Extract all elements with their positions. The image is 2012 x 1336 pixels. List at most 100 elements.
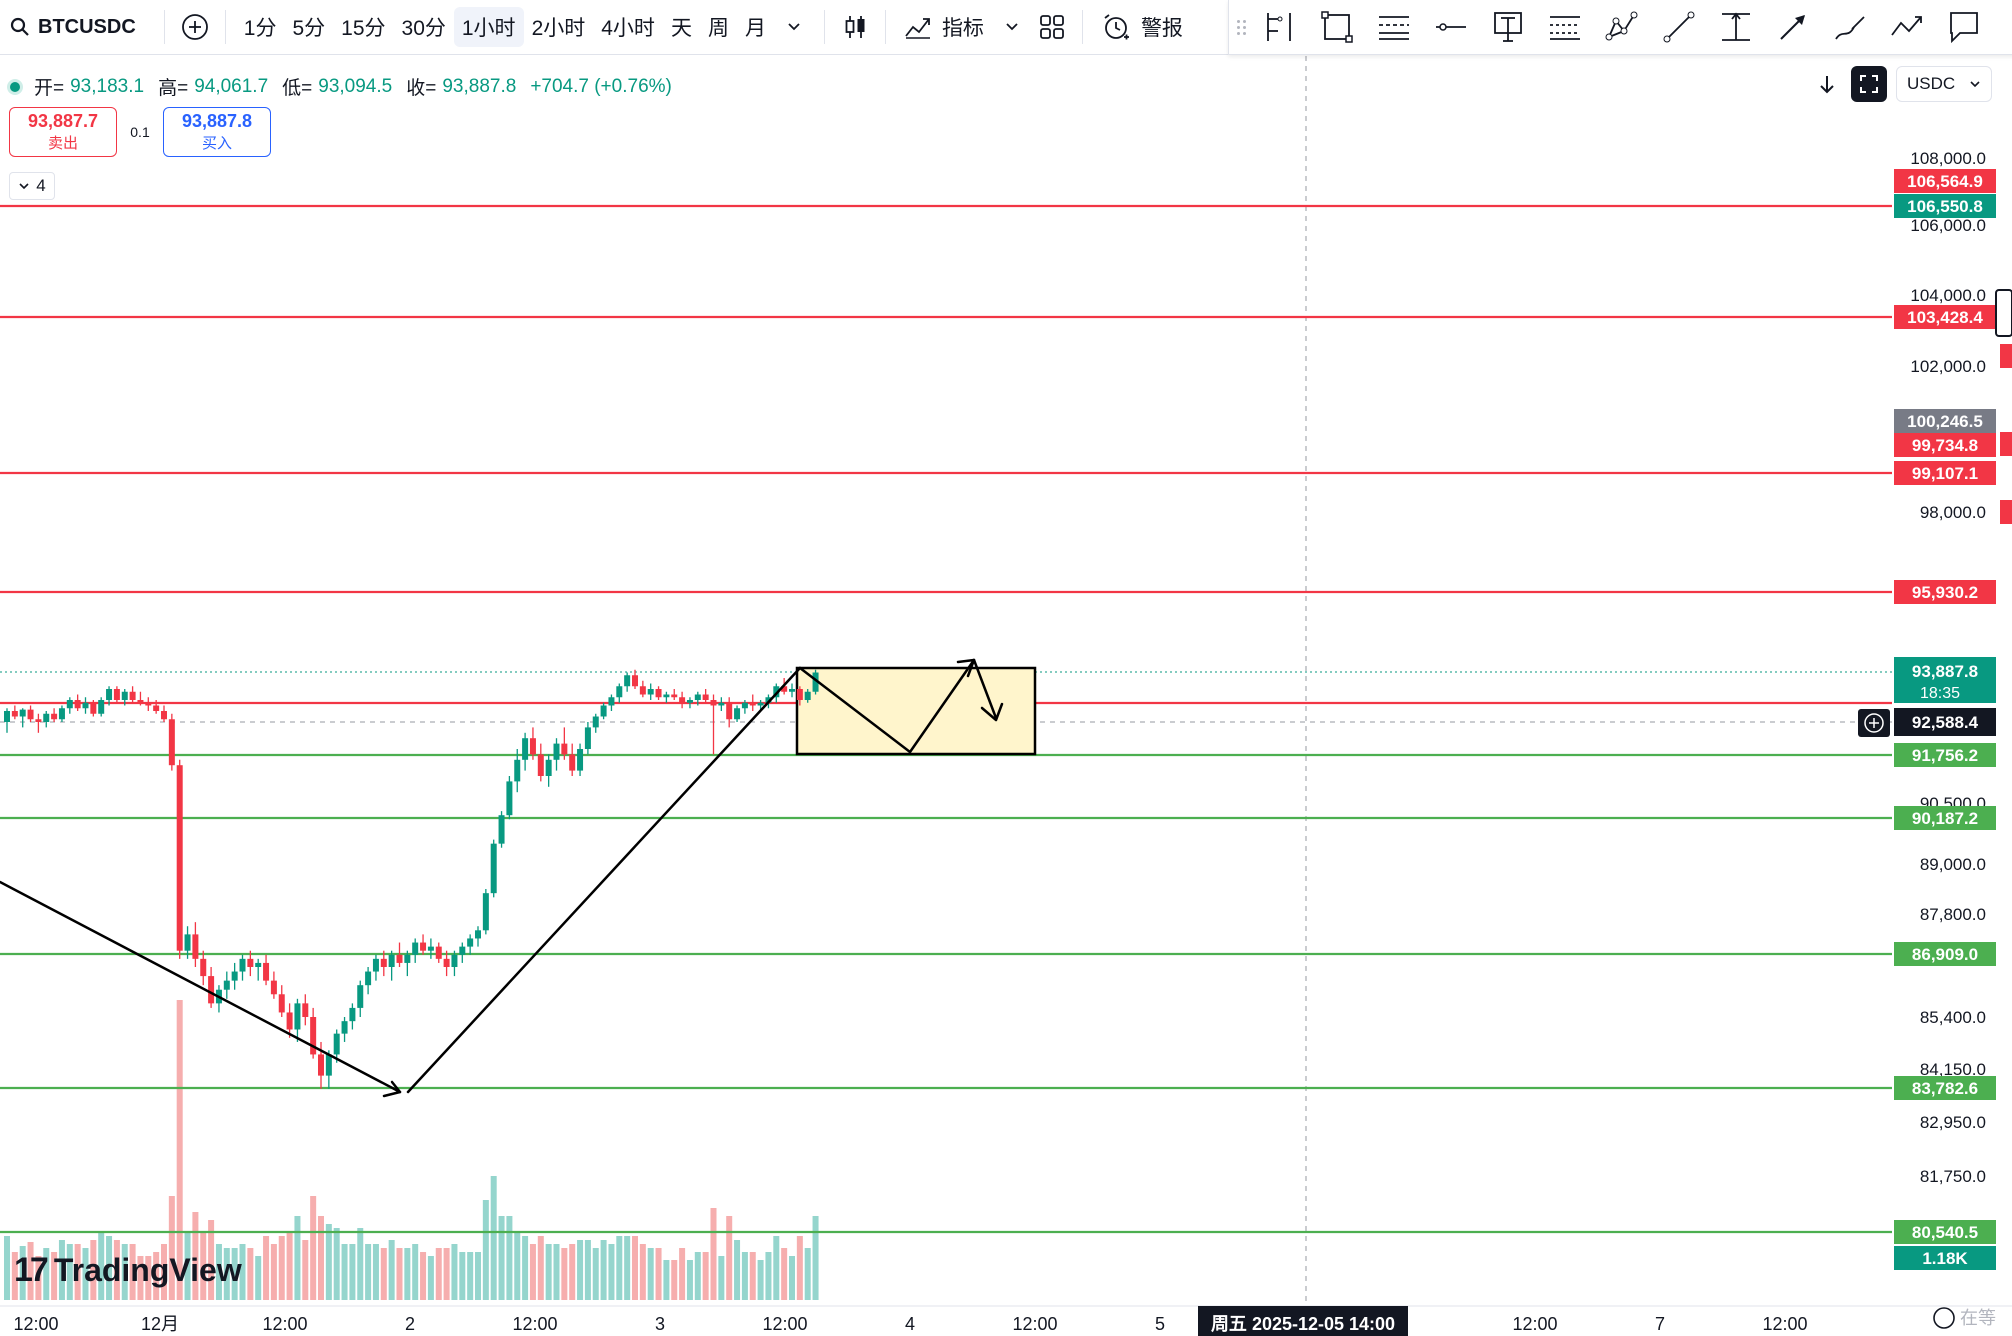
volume-bar [718,1256,725,1300]
pitchfork-tool[interactable] [1251,0,1308,54]
rectangle-tool[interactable] [1308,0,1365,54]
candle-body [467,938,474,947]
volume-bar [726,1216,733,1300]
interval-1m[interactable]: 1分 [243,17,277,40]
chevron-down-icon [1006,23,1018,31]
support-price-badge-text: 86,909.0 [1912,945,1978,964]
volume-bar [19,1246,26,1300]
candle-body [781,686,788,692]
interval-1h[interactable]: 1小时 [453,7,524,47]
volume-bar [451,1244,458,1300]
volume-bar [278,1236,285,1300]
candle-body [208,976,215,1004]
add-alert-icon [1864,713,1884,733]
candle-body [113,689,120,700]
support-price-badge [1894,743,1996,767]
volume-bar [734,1240,741,1300]
alert-button[interactable]: 警报 [1093,7,1191,47]
crosshair-time-text: 周五 2025-12-05 14:00 [1211,1314,1395,1334]
indicator-collapse-toggle[interactable]: 4 [9,172,55,200]
fib-tool[interactable] [1365,0,1422,54]
indicators-dropdown[interactable] [992,7,1032,47]
interval-week[interactable]: 周 [707,17,729,40]
volume-bar [153,1252,160,1300]
volume-bar [537,1236,544,1300]
interval-dropdown[interactable] [774,7,814,47]
candle-body [404,954,411,963]
interval-30m[interactable]: 30分 [401,17,446,40]
pattern-tool[interactable] [1593,0,1650,54]
interval-day[interactable]: 天 [670,17,692,40]
candle-body [333,1033,340,1055]
candle-body [239,958,246,972]
currency-select[interactable]: USDC [1896,66,1992,102]
path-tool[interactable] [1878,0,1935,54]
volume-bar [255,1256,262,1300]
interval-2h[interactable]: 2小时 [531,17,586,40]
axis-edge-marker [2000,432,2012,456]
interval-5m[interactable]: 5分 [292,17,326,40]
symbol-search[interactable]: BTCUSDC [0,16,154,39]
candle-body [121,691,128,700]
long-position-icon [1549,16,1580,40]
volume-bar [137,1256,144,1300]
pattern-icon [1605,11,1637,41]
text-tool[interactable] [1479,0,1536,54]
volume-bar [781,1248,788,1300]
sell-button[interactable]: 93,887.7 卖出 [9,107,117,157]
symbol-name: BTCUSDC [38,15,136,38]
volume-bar [161,1244,167,1300]
interval-15m[interactable]: 15分 [341,17,386,40]
volume-bar [427,1256,434,1300]
high-label: 高= [158,78,189,99]
candle-body [616,686,623,698]
arrow-tool[interactable] [1764,0,1821,54]
horizontal-ray-tool[interactable] [1422,0,1479,54]
price-tick-label: 87,800.0 [1920,905,1986,924]
drag-handle[interactable] [1237,12,1251,42]
open-label: 开= [34,78,65,99]
support-price-badge-text: 83,782.6 [1912,1079,1978,1098]
indicators-icon [905,18,930,39]
support-price-badge-text: 80,540.5 [1912,1223,1978,1242]
volume-bar [459,1252,466,1300]
interval-4h[interactable]: 4小时 [601,17,655,40]
volume-bar [663,1260,670,1300]
volume-bar [74,1244,81,1300]
zigzag-icon [1890,16,1922,36]
auto-scale-button[interactable] [1851,66,1887,102]
layouts-button[interactable] [1032,7,1072,47]
candle-body [43,713,50,722]
brush-tool[interactable] [1821,0,1878,54]
chart-type-button[interactable] [835,7,875,47]
measure-tool[interactable] [1707,0,1764,54]
volume-bar [514,1232,521,1300]
last-price-badge [1894,657,1996,703]
volume-bar [702,1252,709,1300]
volume-bar [443,1248,450,1300]
indicators-button[interactable]: 指标 [896,7,992,47]
candle-body [632,675,638,687]
trend-line-icon [1663,11,1694,43]
volume-bar [176,1000,183,1300]
volume-bar [208,1220,215,1300]
trend-line-tool[interactable] [1650,0,1707,54]
callout-tool[interactable] [1935,0,1992,54]
candle-body [82,702,89,709]
interval-month[interactable]: 月 [744,17,766,40]
support-price-badge-text: 90,187.2 [1912,809,1978,828]
price-tick-label: 108,000.0 [1910,149,1986,168]
scroll-to-realtime-button[interactable] [1810,66,1844,102]
toolbar-divider [224,10,226,44]
market-status-dot [10,81,20,92]
chevron-down-icon [1970,81,1980,88]
candle-body [58,708,65,720]
volume-bar [357,1228,364,1300]
position-tool[interactable] [1536,0,1593,54]
buy-button[interactable]: 93,887.8 买入 [163,107,271,157]
compare-symbol-button[interactable] [175,7,215,47]
volume-bar [796,1236,803,1300]
volume-bar [569,1244,576,1300]
volume-badge-text: 1.18K [1922,1249,1968,1268]
